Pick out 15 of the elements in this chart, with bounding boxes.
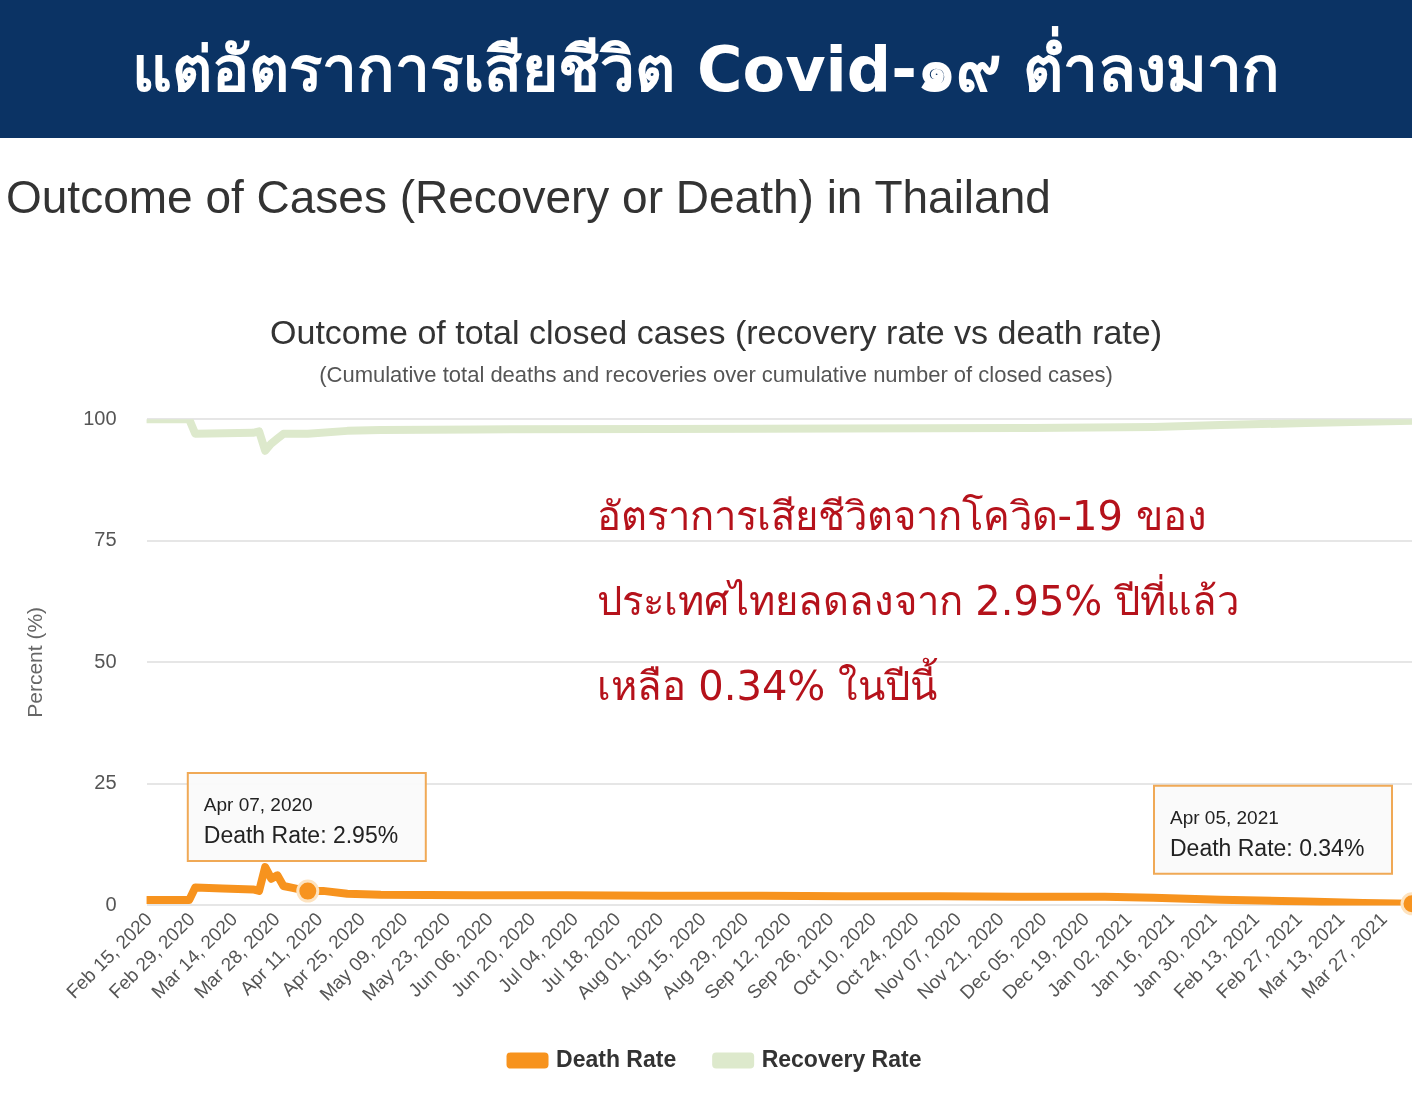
annotation: Apr 07, 2020 Death Rate: 2.95% xyxy=(203,794,399,849)
annotation: อัตราการเสียชีวิตจากโควิด-19 ของ ประเทศไทยลดลงจาก 2.95% ปีที่แล้ว เหลือ 0.34% ในปีนี้ xyxy=(596,492,1240,709)
y-tick-label: 50 xyxy=(94,649,117,672)
y-tick-label: 100 xyxy=(83,406,117,429)
legend-label: Recovery Rate xyxy=(761,1045,922,1072)
y-axis-title: Percent (%) xyxy=(23,606,47,718)
legend-label: Death Rate xyxy=(556,1045,677,1072)
y-tick-label: 25 xyxy=(94,771,117,794)
chart-subtitle: (Cumulative total deaths and recoveries over cumulative number of closed cases) xyxy=(319,362,1113,388)
text: แต่อัตราการเสียชีวิต Covid-๑๙ ต่ำลงมาก xyxy=(0,0,1412,138)
chart-title: Outcome of total closed cases (recovery rate vs death rate) xyxy=(270,312,1162,351)
text: Outcome of Cases (Recovery or Death) in Thailand xyxy=(6,170,1051,224)
y-tick-label: 0 xyxy=(105,892,117,915)
annotation: Apr 05, 2021 Death Rate: 0.34% xyxy=(1170,806,1365,861)
y-tick-label: 75 xyxy=(94,528,117,551)
